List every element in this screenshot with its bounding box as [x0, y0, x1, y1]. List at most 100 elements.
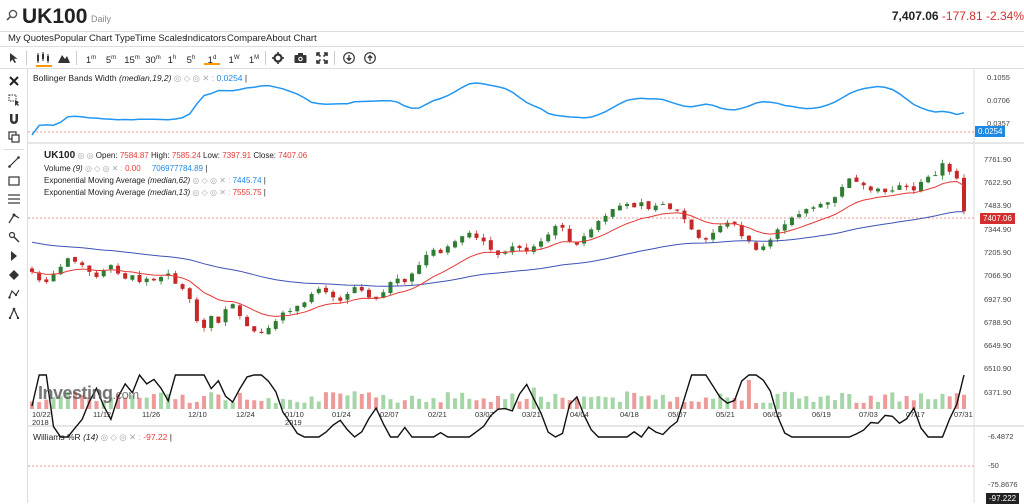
candle [962, 177, 966, 212]
volume-bar [789, 392, 794, 409]
candle [151, 278, 156, 281]
volume-bar [696, 401, 701, 409]
volume-bar [488, 401, 493, 409]
candle [531, 246, 536, 252]
volume-bar [481, 398, 486, 409]
gear-icon[interactable] [272, 52, 284, 64]
interval-1d[interactable]: 1d [204, 51, 220, 66]
price-axis-9: 6649.90 [984, 341, 1012, 350]
camera-icon[interactable] [294, 52, 307, 64]
interval-15m[interactable]: 15m [124, 55, 140, 67]
candle [388, 282, 393, 294]
candle [847, 178, 852, 189]
time-label: 06/05 [763, 410, 782, 419]
menu-my-quotes[interactable]: My Quotes [8, 33, 54, 44]
magnet-icon[interactable] [8, 113, 20, 125]
price-axis-11: 6371.90 [984, 388, 1012, 397]
time-label: 07/31 [954, 410, 973, 419]
volume-bar [797, 398, 802, 409]
wr-axis-2: -50 [988, 461, 999, 470]
candle [653, 205, 658, 211]
candle [309, 293, 314, 303]
time-label: 10/22 [32, 410, 51, 419]
candle [123, 273, 128, 279]
volume-bar [474, 400, 479, 409]
fullscreen-icon[interactable] [316, 52, 328, 64]
volume-bar [374, 397, 379, 409]
volume-bar [625, 391, 630, 409]
menu-time-scales[interactable]: Time Scales [135, 33, 187, 44]
path-tool-icon[interactable] [8, 288, 20, 300]
volume-bar [123, 397, 128, 409]
interval-30m[interactable]: 30m [145, 55, 161, 67]
menu-compare[interactable]: Compare [227, 33, 267, 44]
candle [481, 237, 486, 242]
duplicate-icon[interactable] [8, 131, 20, 143]
menu-indicators[interactable]: Indicators [185, 33, 227, 44]
volume-bar [732, 397, 737, 409]
trend-line-icon[interactable] [8, 156, 20, 168]
candle [582, 236, 587, 244]
williams-r-line [31, 373, 965, 438]
volume-bar [933, 399, 938, 409]
cursor-icon[interactable] [8, 52, 20, 64]
candle [331, 291, 336, 298]
volume-bar [216, 394, 221, 409]
menu-about-chart[interactable]: About Chart [266, 33, 317, 44]
volume-bar [388, 399, 393, 409]
volume-bar [130, 394, 135, 409]
pitchfork-icon[interactable] [8, 212, 20, 224]
candle [596, 220, 601, 230]
candle [80, 262, 85, 266]
candle [904, 185, 909, 187]
gann-icon[interactable] [8, 231, 20, 243]
interval-1w[interactable]: 1W [228, 55, 240, 67]
menu-popular[interactable]: Popular [54, 33, 87, 44]
interval-1m[interactable]: 1m [85, 55, 97, 67]
shape-icon[interactable] [8, 269, 20, 281]
volume-bar [245, 399, 250, 409]
time-axis: 10/22 11/12 11/26 12/10 12/24 01/10 01/2… [28, 410, 974, 428]
volume-bar [187, 402, 192, 409]
fibonacci-icon[interactable] [8, 193, 20, 205]
candle [775, 229, 780, 239]
candlestick-type-icon[interactable] [36, 52, 50, 64]
candle [610, 209, 615, 217]
measure-icon[interactable] [8, 307, 20, 319]
chart-canvas[interactable] [28, 69, 1024, 503]
interval-1h[interactable]: 1h [167, 55, 177, 67]
candle [180, 284, 185, 289]
cloud-download-icon[interactable] [343, 52, 355, 64]
rectangle-icon[interactable] [8, 175, 20, 187]
menu-chart-type[interactable]: Chart Type [89, 33, 136, 44]
volume-bar [517, 401, 522, 409]
volume-bar [639, 396, 644, 409]
candle [245, 316, 250, 327]
search-icon[interactable] [6, 9, 18, 21]
volume-bar [194, 401, 199, 409]
volume-bar [438, 402, 443, 409]
close-icon[interactable] [8, 75, 20, 87]
price-change: -177.81 [941, 9, 983, 23]
volume-bar [259, 401, 264, 409]
select-area-icon[interactable] [8, 94, 20, 106]
volume-bar [108, 397, 113, 409]
time-label: 05/21 [716, 410, 735, 419]
volume-bar [589, 397, 594, 409]
volume-bar [359, 393, 364, 409]
arrow-marker-icon[interactable] [8, 250, 20, 262]
volume-bar [962, 394, 966, 409]
cloud-upload-icon[interactable] [364, 52, 376, 64]
candle [209, 316, 214, 328]
candle [725, 222, 730, 227]
mountain-type-icon[interactable] [58, 52, 70, 64]
volume-bar [295, 402, 300, 409]
interval-5m[interactable]: 5m [105, 55, 117, 67]
candle [675, 209, 680, 211]
candle [646, 201, 651, 210]
interval-5h[interactable]: 5h [186, 55, 196, 67]
volume-bar [431, 398, 436, 409]
interval-1month[interactable]: 1M [248, 55, 260, 67]
candle [288, 310, 293, 312]
volume-bar [703, 397, 708, 409]
